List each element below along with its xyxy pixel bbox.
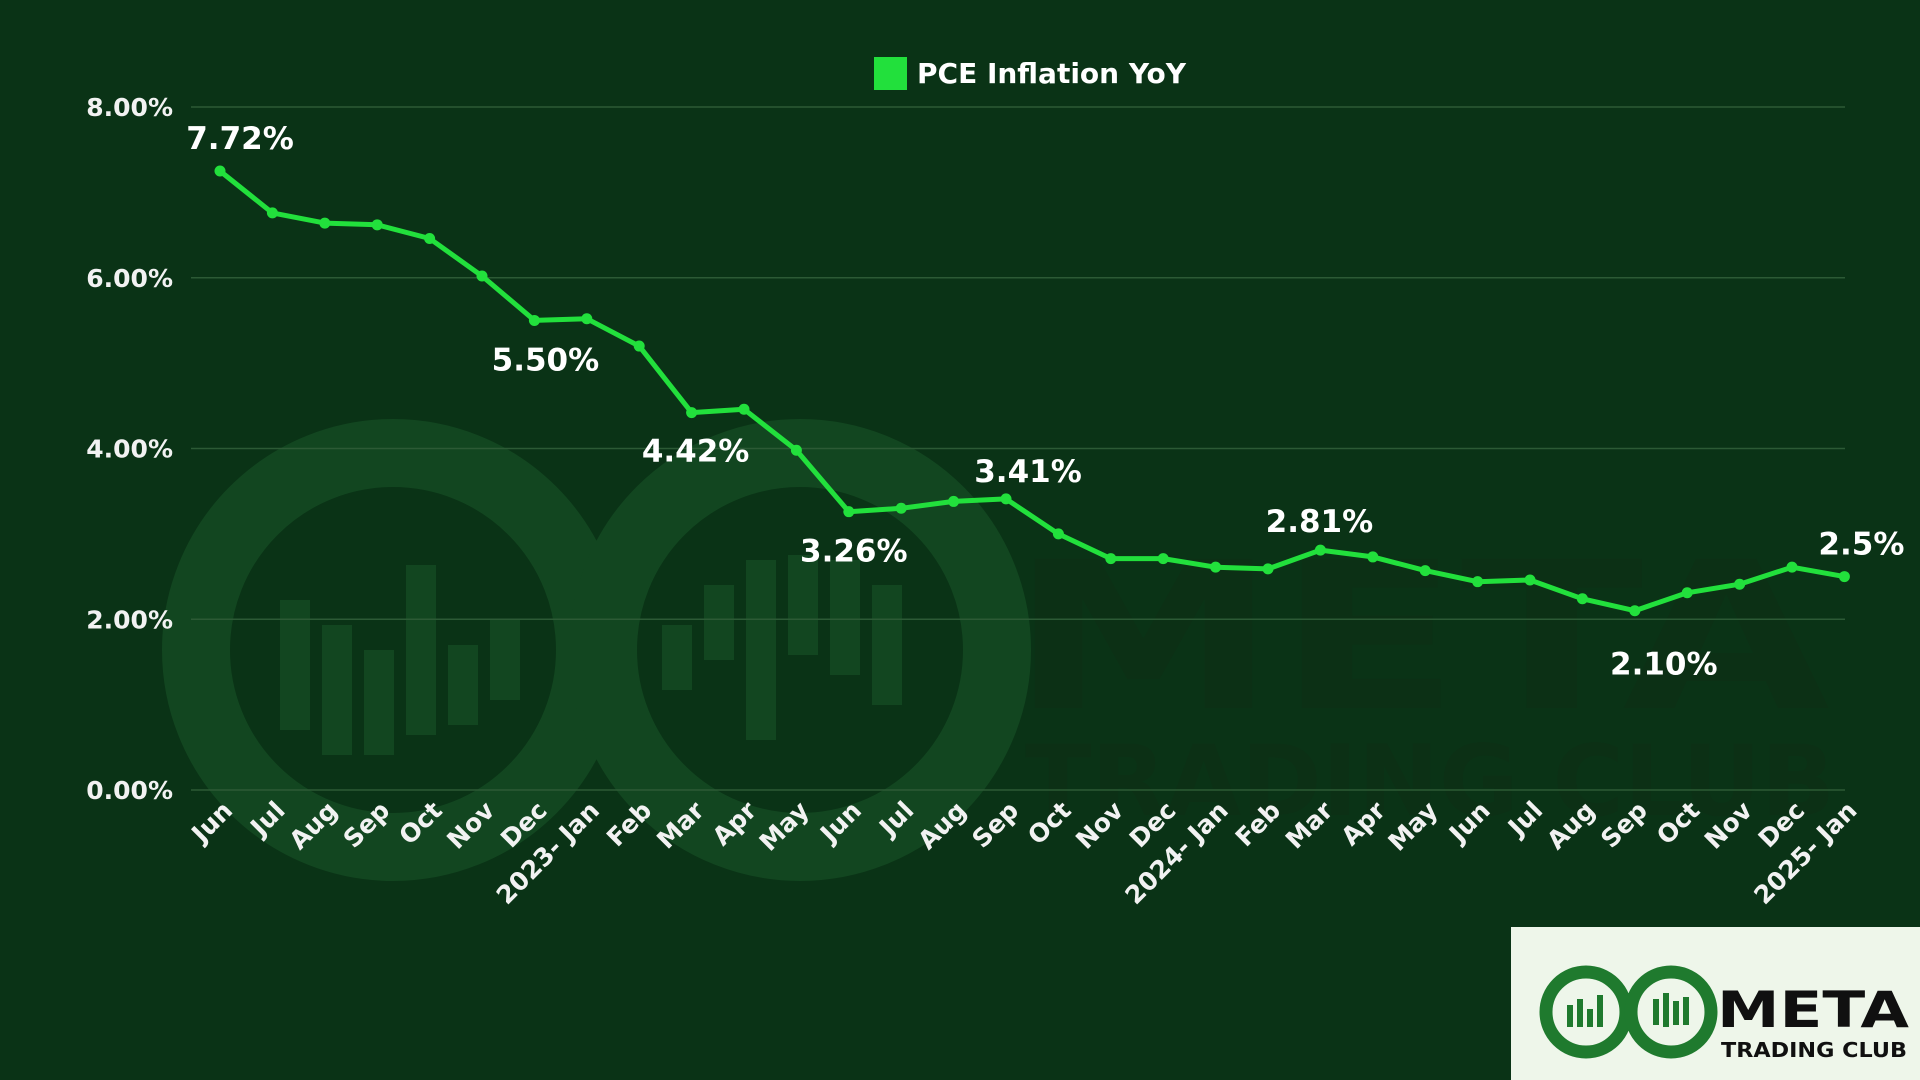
data-point (1524, 574, 1536, 586)
logo-name: META (1717, 981, 1909, 1039)
data-point (843, 506, 855, 518)
data-point (1000, 493, 1012, 505)
data-point (371, 219, 383, 231)
data-point (948, 495, 960, 507)
data-label: 2.10% (1610, 647, 1718, 683)
y-tick-label: 6.00% (86, 264, 173, 293)
data-point (1472, 576, 1484, 588)
data-label: 2.81% (1266, 504, 1374, 540)
data-point (686, 407, 698, 419)
data-label: 3.26% (800, 534, 908, 570)
watermark-subtitle: TRADING CLUB (1025, 725, 1835, 839)
data-point (738, 403, 750, 415)
data-point (214, 165, 226, 177)
x-tick-label: Sep (966, 796, 1024, 854)
data-point (1262, 563, 1274, 575)
y-tick-label: 0.00% (86, 776, 173, 805)
data-point (1367, 551, 1379, 563)
data-point (1838, 571, 1850, 583)
data-label: 2.5% (1818, 527, 1904, 563)
legend-swatch (874, 57, 907, 90)
data-point (1681, 587, 1693, 599)
data-point (790, 444, 802, 456)
data-point (319, 217, 331, 229)
data-point (266, 207, 278, 219)
series-line (217, 168, 1847, 614)
data-labels: 7.72% 5.50% 4.42% 3.26% 3.41% 2.81% 2.10% 2.5% (186, 121, 1904, 683)
data-points (214, 165, 1850, 617)
data-point (1105, 553, 1117, 565)
data-point (528, 314, 540, 326)
logo-bars-icon (1567, 993, 1689, 1027)
logo-ring-left-icon (1539, 965, 1633, 1059)
data-point (476, 270, 488, 282)
logo-subtitle: TRADING CLUB (1721, 1038, 1907, 1062)
data-point (1629, 605, 1641, 617)
grid (191, 106, 1845, 791)
data-point (1157, 553, 1169, 565)
logo: META TRADING CLUB (1511, 927, 1920, 1080)
data-point (424, 232, 436, 244)
data-point (1734, 578, 1746, 590)
data-point (1786, 561, 1798, 573)
data-label: 7.72% (186, 121, 294, 157)
legend: PCE Inflation YoY (874, 57, 1187, 90)
y-tick-label: 2.00% (86, 605, 173, 634)
data-label: 3.41% (974, 454, 1082, 490)
data-point (1576, 593, 1588, 605)
data-point (1052, 528, 1064, 540)
watermark-name: META (1010, 519, 1830, 757)
logo-ring-right-icon (1624, 965, 1718, 1059)
data-label: 4.42% (642, 434, 750, 470)
watermark: META TRADING CLUB (162, 419, 1835, 881)
y-tick-label: 8.00% (86, 93, 173, 122)
data-point (1210, 561, 1222, 573)
data-point (1314, 544, 1326, 556)
y-axis: 0.00% 2.00% 4.00% 6.00% 8.00% (86, 93, 173, 805)
legend-label: PCE Inflation YoY (917, 57, 1187, 90)
data-label: 5.50% (492, 342, 600, 378)
data-point (633, 340, 645, 352)
data-point (581, 313, 593, 325)
data-point (895, 502, 907, 514)
y-tick-label: 4.00% (86, 435, 173, 464)
data-point (1419, 565, 1431, 577)
